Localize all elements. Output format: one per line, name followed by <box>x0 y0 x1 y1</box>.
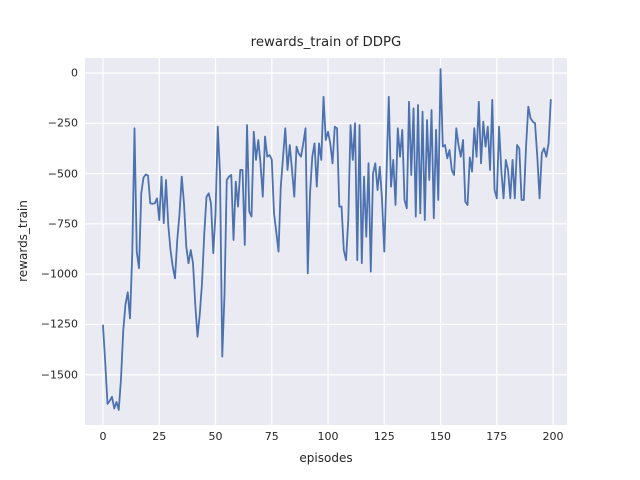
x-tick-label: 0 <box>99 430 107 443</box>
x-tick-label: 25 <box>152 430 167 443</box>
x-tick-label: 100 <box>317 430 339 443</box>
x-tick-label: 125 <box>373 430 395 443</box>
x-axis-label: episodes <box>299 451 353 465</box>
x-tick-label: 75 <box>264 430 279 443</box>
x-tick-label: 150 <box>430 430 452 443</box>
chart-title: rewards_train of DDPG <box>250 35 402 50</box>
plot-background <box>85 58 567 425</box>
line-chart <box>85 58 567 425</box>
x-tick-label: 175 <box>486 430 508 443</box>
x-tick-label: 50 <box>208 430 223 443</box>
y-tick-label: −250 <box>47 116 78 130</box>
x-tick-label: 200 <box>542 430 564 443</box>
y-tick-label: 0 <box>71 66 78 80</box>
y-tick-label: −500 <box>47 167 78 181</box>
y-tick-label: −1500 <box>40 368 78 382</box>
series-line <box>102 68 552 411</box>
plot-area <box>85 58 567 425</box>
y-tick-label: −750 <box>47 217 78 231</box>
y-tick-label: −1250 <box>40 317 78 331</box>
y-tick-label: −1000 <box>40 267 78 281</box>
